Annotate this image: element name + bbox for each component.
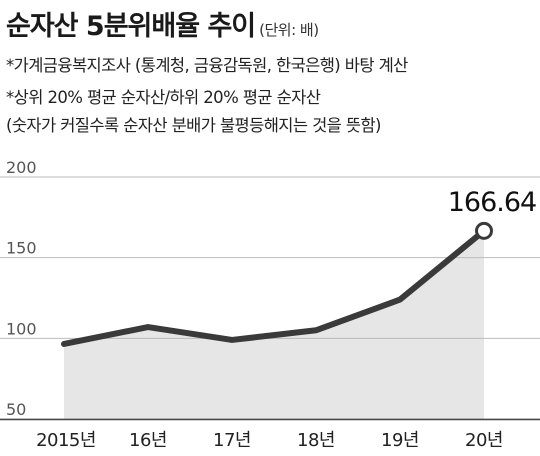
data-label: 166.64: [448, 187, 536, 218]
x-tick-label: 18년: [297, 430, 335, 451]
x-tick-label: 2015년: [36, 430, 96, 451]
y-tick-label: 100: [6, 319, 37, 338]
source-note: *가계금융복지조사 (통계청, 금융감독원, 한국은행) 바탕 계산: [6, 56, 408, 75]
y-tick-label: 50: [6, 400, 26, 419]
explanation-note: (숫자가 커질수록 순자산 분배가 불평등해지는 것을 뜻함): [6, 116, 381, 135]
end-point-marker: [475, 221, 493, 240]
chart-title: 순자산 5분위배율 추이: [6, 11, 256, 42]
x-tick-label: 19년: [381, 430, 419, 451]
x-tick-label: 17년: [213, 430, 251, 451]
area-fill: [64, 230, 484, 419]
y-tick-label: 200: [6, 158, 37, 177]
x-tick-label: 16년: [129, 430, 167, 451]
x-tick-label: 20년: [465, 430, 503, 451]
title-row: 순자산 5분위배율 추이 (단위: 배): [6, 4, 319, 43]
y-tick-label: 150: [6, 239, 37, 258]
series-line: [61, 227, 487, 347]
definition-note: *상위 20% 평균 순자산/하위 20% 평균 순자산: [6, 88, 321, 107]
unit-label: (단위: 배): [259, 21, 319, 39]
